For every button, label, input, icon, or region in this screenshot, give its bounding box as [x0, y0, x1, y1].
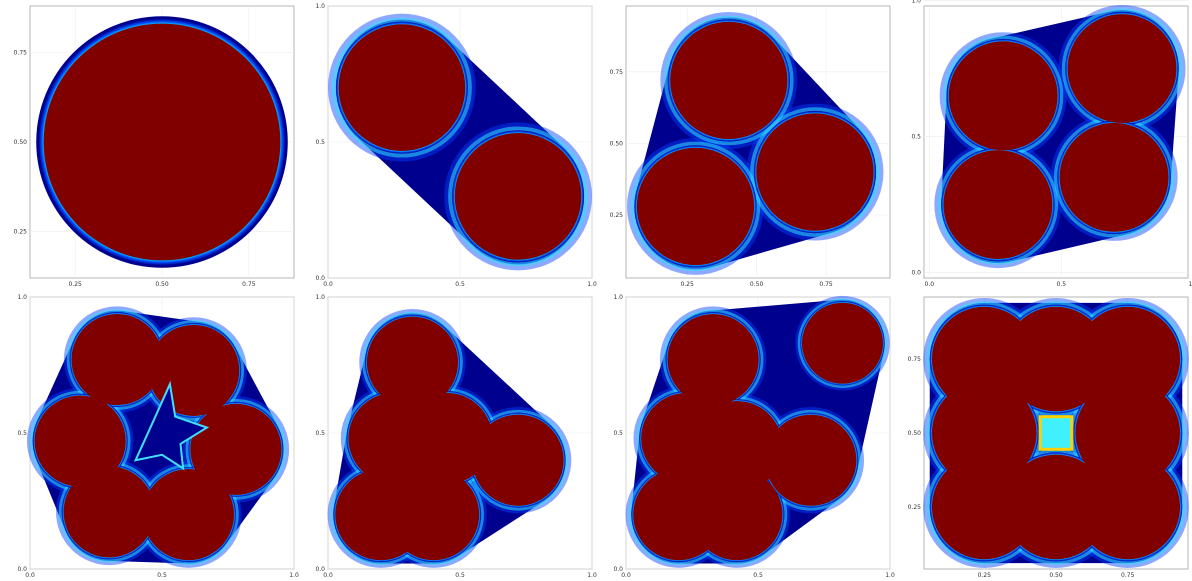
y-tick-label: 0.5	[613, 430, 623, 437]
x-tick-label: 0.0	[621, 572, 631, 579]
y-tick-label: 1.0	[315, 294, 325, 301]
y-tick-label: 0.0	[315, 566, 325, 573]
x-tick-label: 0.75	[819, 281, 833, 288]
disk-core	[1003, 306, 1109, 412]
chart-panel-6: 0.0 0.5 1.0 0.0 0.5 1.0	[298, 291, 596, 581]
heatmap-svg: 0.0 0.5 1.0 0.0 0.5 1.0	[911, 0, 1192, 288]
y-tick-label: 0.50	[908, 430, 922, 437]
chart-panel-4: 0.0 0.5 1.0 0.0 0.5 1.0	[894, 0, 1192, 290]
disk-core	[765, 414, 857, 506]
y-tick-label: 0.75	[908, 356, 922, 363]
disk-core	[801, 302, 884, 384]
chart-panel-5: 0.0 0.5 1.0 0.0 0.5 1.0	[0, 291, 298, 581]
x-tick-label: 0.5	[753, 572, 763, 579]
x-tick-label: 0.5	[455, 572, 465, 579]
y-tick-label: 0.0	[911, 270, 921, 277]
x-tick-label: 0.50	[750, 281, 764, 288]
y-tick-label: 1.0	[17, 294, 27, 301]
y-tick-label: 1.0	[613, 294, 623, 301]
hole-region	[133, 380, 210, 471]
disk-core	[387, 468, 480, 561]
x-tick-label: 0.25	[978, 572, 992, 579]
x-tick-label: 1.0	[885, 572, 895, 579]
disk-core	[667, 313, 759, 406]
disk-core	[1075, 380, 1181, 486]
x-tick-label: 0.5	[455, 281, 465, 288]
x-tick-label: 0.25	[680, 281, 694, 288]
y-tick-label: 1.0	[911, 0, 921, 5]
y-tick-label: 0.0	[17, 566, 27, 573]
x-tick-label: 1.0	[587, 281, 597, 288]
disk-core	[472, 414, 564, 506]
y-tick-label: 0.50	[14, 139, 28, 146]
heatmap-svg: 0.0 0.5 1.0 0.0 0.5 1.0	[315, 294, 597, 579]
x-tick-label: 0.5	[1057, 281, 1067, 288]
y-tick-label: 0.5	[315, 139, 325, 146]
disk-core	[454, 133, 582, 260]
x-tick-label: 0.5	[157, 572, 167, 579]
x-tick-label: 0.0	[323, 281, 333, 288]
disk-core	[636, 147, 755, 266]
disk-core	[348, 392, 440, 485]
y-tick-label: 0.0	[315, 275, 325, 282]
y-tick-label: 0.75	[14, 50, 28, 57]
disk-core	[756, 113, 874, 231]
disk-core	[1067, 14, 1177, 124]
disk-core	[338, 24, 466, 151]
y-tick-label: 0.25	[14, 228, 28, 235]
chart-panel-8: 0.25 0.50 0.75 0.25 0.50 0.75	[894, 291, 1192, 581]
chart-panel-3: 0.25 0.50 0.75 0.25 0.50 0.75	[596, 0, 894, 290]
chart-panel-1: 0.25 0.50 0.75 0.25 0.50 0.75	[0, 0, 298, 290]
disk-core	[142, 468, 235, 561]
x-tick-label: 0.25	[68, 281, 82, 288]
disk-core	[670, 21, 788, 140]
disk-core	[71, 313, 163, 406]
x-tick-label: 1.0	[1189, 281, 1192, 288]
y-tick-label: 0.5	[911, 134, 921, 141]
disk-core	[366, 316, 459, 408]
disk-core	[34, 395, 126, 487]
heatmap-svg: 0.25 0.50 0.75 0.25 0.50 0.75	[908, 296, 1189, 579]
disk-core	[948, 41, 1058, 151]
chart-panel-7: 0.0 0.5 1.0 0.0 0.5 1.0	[596, 291, 894, 581]
y-tick-label: 0.5	[17, 430, 27, 437]
disk-core	[931, 380, 1037, 486]
heatmap-svg: 0.25 0.50 0.75 0.25 0.50 0.75	[610, 5, 891, 288]
x-tick-label: 0.0	[323, 572, 333, 579]
disk-core	[931, 454, 1037, 560]
heatmap-svg: 0.0 0.5 1.0 0.0 0.5 1.0	[613, 294, 895, 579]
disk-core	[1075, 306, 1181, 412]
disk-core	[641, 392, 733, 485]
x-tick-label: 0.50	[1049, 572, 1063, 579]
heatmap-svg: 0.0 0.5 1.0 0.0 0.5 1.0	[315, 3, 597, 288]
y-tick-label: 0.75	[610, 69, 624, 76]
disk-core	[63, 466, 155, 558]
x-tick-label: 0.50	[155, 281, 169, 288]
disk-core	[691, 468, 783, 561]
disk-core	[931, 306, 1037, 412]
heatmap-svg: 0.25 0.50 0.75 0.25 0.50 0.75	[14, 5, 295, 288]
x-tick-label: 0.0	[25, 572, 35, 579]
x-tick-label: 0.75	[242, 281, 256, 288]
heatmap-svg: 0.0 0.5 1.0 0.0 0.5 1.0	[17, 294, 299, 579]
center-square	[1041, 418, 1071, 448]
x-tick-label: 1.0	[587, 572, 597, 579]
chart-panel-2: 0.0 0.5 1.0 0.0 0.5 1.0	[298, 0, 596, 290]
disk-core	[1075, 454, 1181, 560]
disk-core	[190, 403, 282, 495]
y-tick-label: 0.25	[908, 504, 922, 511]
disk-core	[943, 150, 1053, 260]
y-tick-label: 0.25	[610, 212, 624, 219]
y-tick-label: 0.0	[613, 566, 623, 573]
x-tick-label: 1.0	[289, 572, 299, 579]
x-tick-label: 0.75	[1121, 572, 1135, 579]
y-tick-label: 1.0	[315, 3, 325, 10]
disk-core	[43, 23, 281, 261]
y-tick-label: 0.50	[610, 140, 624, 147]
x-tick-label: 0.0	[925, 281, 935, 288]
disk-core	[1003, 454, 1109, 560]
y-tick-label: 0.5	[315, 430, 325, 437]
disk-core	[1059, 122, 1169, 232]
